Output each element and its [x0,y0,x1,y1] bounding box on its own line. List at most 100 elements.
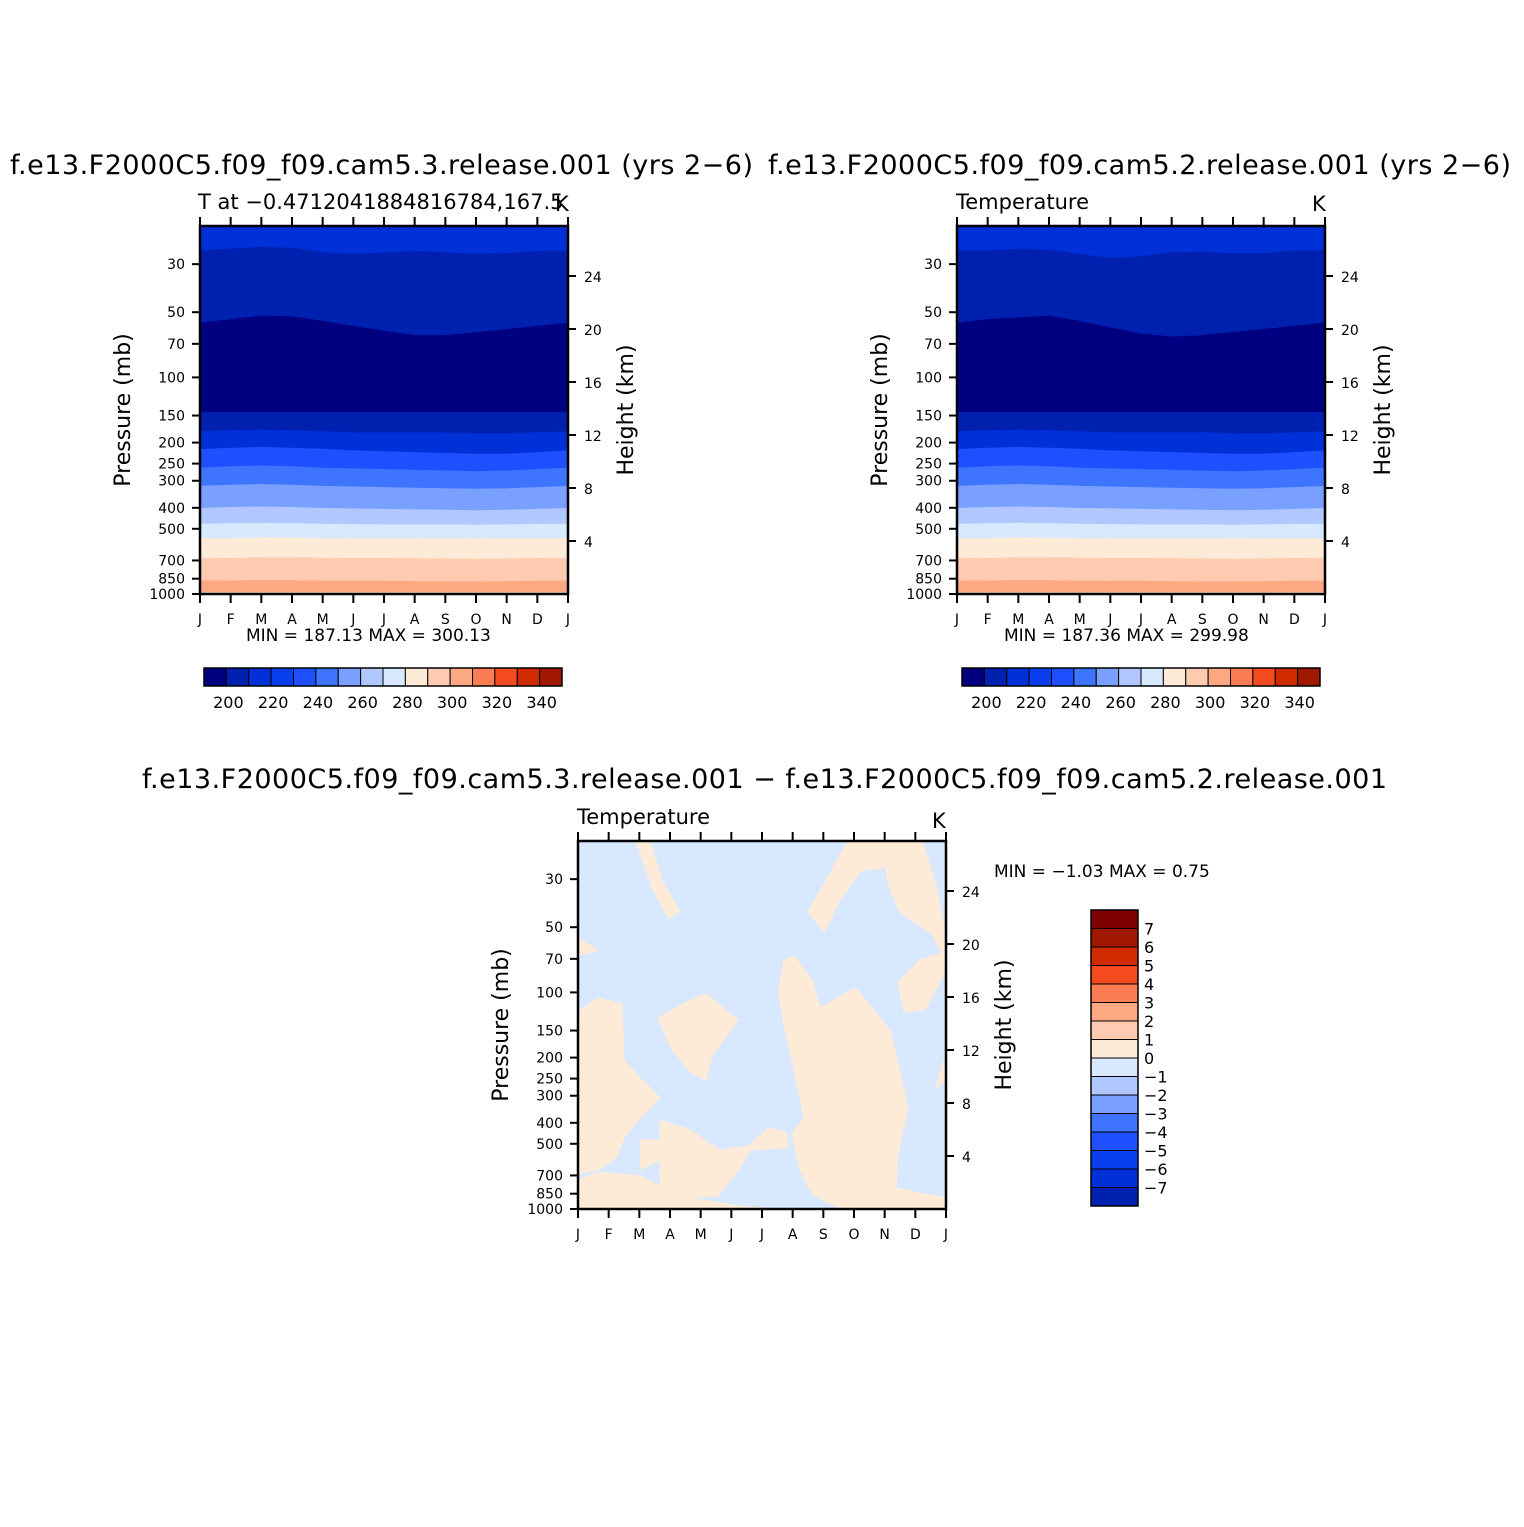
panel3-colorbar-swatch [1090,1094,1139,1114]
panel2-ytick-label: 200 [915,436,942,452]
panel3-colorbar-label: 0 [1144,1049,1154,1068]
panel3-ytick-label: 500 [536,1137,563,1153]
panel3-ytick-label: 200 [536,1051,563,1067]
panel3-colorbar-swatch [1090,1039,1139,1059]
panel1-ytick-label: 250 [158,457,185,473]
panel1-stats: MIN = 187.13 MAX = 300.13 [246,626,491,646]
panel2-xtick-label: A [1167,612,1177,628]
panel3-ytick-right-label: 8 [962,1097,971,1113]
panel1-band-11 [199,557,569,583]
panel3-colorbar-swatch [1090,1002,1139,1022]
panel2-colorbar-label: 240 [1061,693,1092,712]
panel3-ytick-label: 400 [536,1116,563,1132]
panel1-xtick-label: J [197,612,202,628]
panel2-colorbar-label: 340 [1284,693,1315,712]
panel3-xtick-label: S [819,1227,828,1243]
panel1-xtick-label: N [501,612,511,628]
panel2-colorbar-swatch [1073,667,1097,687]
panel2-band-10 [956,537,1326,560]
panel3-ytick-label: 850 [536,1187,563,1203]
panel3-xtick-label: O [848,1227,859,1243]
panel2-ylabel-right: Height (km) [1371,344,1396,475]
panel3-ytick-label: 50 [545,920,563,936]
panel2-band-11 [956,557,1326,583]
panel3-ytick-label: 250 [536,1072,563,1088]
panel2-colorbar-swatch [1252,667,1276,687]
panel1-ytick-label: 300 [158,474,185,490]
panel3-ytick-right-label: 20 [962,938,980,954]
panel3-colorbar-label: −1 [1144,1068,1168,1087]
panel1-ytick-label: 500 [158,522,185,538]
panel3-units: K [932,809,946,833]
panel2-ytick-label: 70 [924,337,942,353]
panel1-ytick-label: 30 [167,257,185,273]
panel3-colorbar-label: 6 [1144,938,1154,957]
panel2-band-12 [956,580,1326,593]
panel2-ytick-label: 100 [915,370,942,386]
panel3-positive-region [639,1139,661,1171]
panel3-xtick-label: J [575,1227,580,1243]
panel1-colorbar-swatch [293,667,317,687]
panel2-colorbar-frame [961,667,1321,687]
panel2-colorbar-label: 280 [1150,693,1181,712]
panel3-colorbar-swatch [1090,1057,1139,1077]
panel3-colorbar-swatch [1090,965,1139,985]
panel2-stats: MIN = 187.36 MAX = 299.98 [1004,626,1249,646]
panel1-colorbar-label: 200 [213,693,244,712]
panel1-colorbar-swatch [427,667,451,687]
panel1-colorbar-swatch [494,667,518,687]
panel3-xtick-label: F [605,1227,613,1243]
panel2-xtick-label: J [1107,612,1112,628]
panel2-ylabel: Pressure (mb) [868,333,893,487]
panel2-colorbar-swatch [983,667,1008,687]
panel1-colorbar-swatch [539,667,563,687]
panel3-colorbar-label: 1 [1144,1031,1154,1050]
panel1-ytick-label: 150 [158,409,185,425]
panel1-xtick-label: J [565,612,570,628]
panel1-colorbar-swatch [360,667,384,687]
panel3-xtick-label: J [943,1227,948,1243]
panel1-colorbar-label: 240 [303,693,334,712]
panel2-xtick-label: M [1012,612,1024,628]
panel2-xtick-label: D [1289,612,1300,628]
panel1-ytick-label: 200 [158,436,185,452]
panel1-colorbar-label: 320 [482,693,513,712]
panel2-ytick-label: 400 [915,501,942,517]
panel1-xtick-label: F [227,612,235,628]
panel3-ytick-label: 700 [536,1168,563,1184]
panel3-ytick-label: 300 [536,1089,563,1105]
panel1-xtick-label: M [317,612,329,628]
panel3-colorbar-swatch [1090,1187,1139,1207]
panel1-colorbar-label: 300 [437,693,468,712]
panel2-colorbar-swatch [1051,667,1075,687]
panel1-colorbar-label: 280 [392,693,423,712]
panel3-colorbar-swatch [1090,1150,1139,1170]
panel1-ytick-label: 1000 [149,587,185,603]
panel3-positive-region [577,997,661,1175]
panel3-xtick-label: M [695,1227,707,1243]
panel3-positive-region [777,955,947,1210]
panel2-xtick-label: O [1227,612,1238,628]
panel2-xtick-label: J [1322,612,1327,628]
panel2-ytick-label: 30 [924,257,942,273]
panel2-colorbar-swatch [1207,667,1231,687]
panel2-colorbar-swatch [1185,667,1209,687]
panel1-band-10 [199,537,569,560]
panel3-colorbar-label: −7 [1144,1179,1168,1198]
panel3-colorbar-swatch [1090,928,1139,948]
panel2-xtick-label: F [984,612,992,628]
panel2-colorbar-swatch [1230,667,1254,687]
panel1-colorbar-swatch [382,667,406,687]
panel1-title: f.e13.F2000C5.f09_f09.cam5.3.release.001… [10,150,754,181]
panel1-band-12 [199,580,569,593]
panel2-colorbar-swatch [961,667,985,687]
panel2-ytick-right-label: 12 [1341,429,1359,445]
panel3-colorbar-swatch [1090,1076,1139,1096]
panel2-xtick-label: M [1074,612,1086,628]
panel2-colorbar-swatch [1162,667,1187,687]
panel3-colorbar-label: 7 [1144,920,1154,939]
panel1-colorbar-swatch [225,667,250,687]
panel1-colorbar-swatch [472,667,496,687]
panel1-xtick-label: S [441,612,450,628]
